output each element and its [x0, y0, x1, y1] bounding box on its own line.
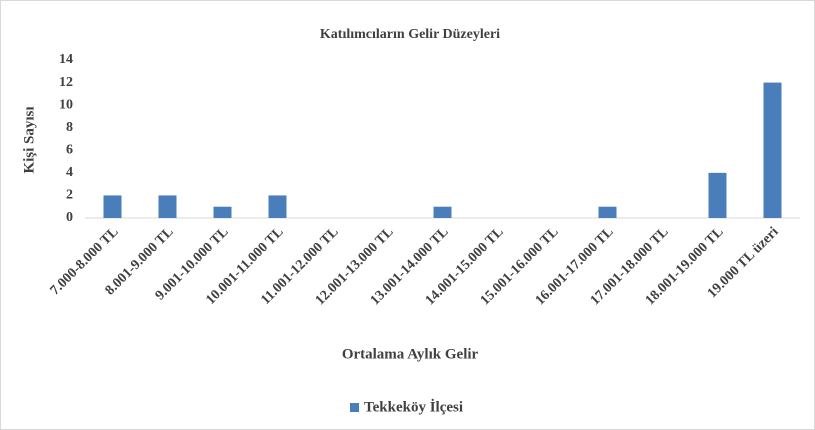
y-tick-label: 0 — [66, 210, 73, 225]
y-tick-label: 4 — [66, 165, 73, 180]
bar — [763, 82, 782, 218]
chart-title: Katılımcıların Gelir Düzeyleri — [320, 27, 500, 42]
bar — [598, 206, 617, 218]
y-tick-label: 10 — [59, 97, 73, 112]
bar — [213, 206, 232, 218]
y-tick-label: 6 — [66, 143, 73, 158]
legend-label: Tekkeköy İlçesi — [364, 398, 463, 415]
y-tick-label: 12 — [59, 75, 73, 90]
x-axis-label: Ortalama Aylık Gelir — [342, 346, 479, 362]
bar — [433, 206, 452, 218]
bar — [268, 195, 287, 218]
y-tick-label: 8 — [66, 120, 73, 135]
y-tick-label: 2 — [66, 188, 73, 203]
legend-swatch — [350, 403, 359, 412]
bar — [103, 195, 122, 218]
bar — [708, 172, 727, 218]
y-tick-label: 14 — [59, 52, 73, 67]
bar — [158, 195, 177, 218]
y-axis-label: Kişi Sayısı — [21, 106, 37, 173]
